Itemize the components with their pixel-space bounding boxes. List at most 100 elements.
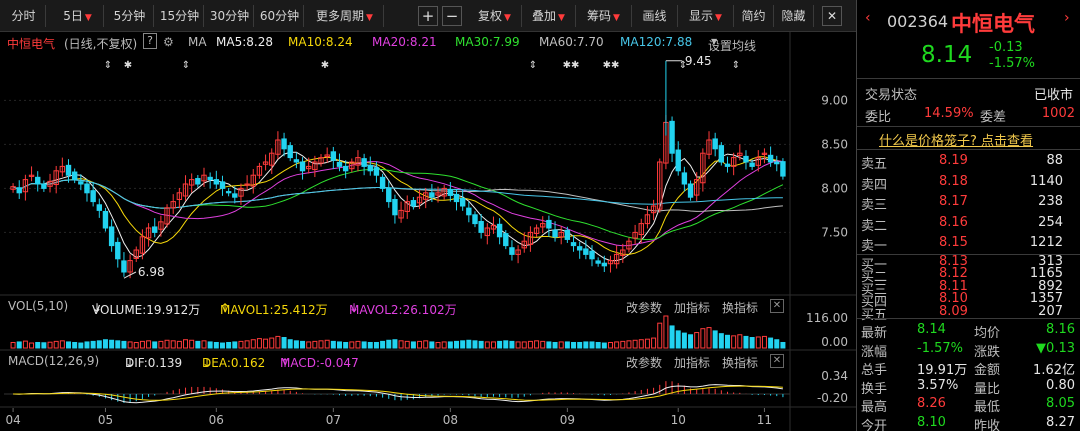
stat-label: 均价 bbox=[974, 326, 1001, 341]
candle-down bbox=[669, 120, 675, 154]
display-button[interactable]: 显示 ▼ bbox=[678, 5, 734, 27]
buy-level-row[interactable]: 买一 8.13 313 bbox=[857, 254, 1080, 273]
period-15min-button[interactable]: 15分钟 bbox=[156, 5, 204, 27]
last-price: 8.14 bbox=[921, 42, 973, 68]
volume-bar bbox=[176, 340, 182, 349]
chips-button[interactable]: 筹码 ▼ bbox=[576, 5, 632, 27]
close-chart-button[interactable]: ✕ bbox=[822, 6, 842, 26]
stat-label: 总手 bbox=[861, 363, 888, 379]
candle-down bbox=[115, 241, 121, 260]
prev-stock-icon[interactable]: ‹ bbox=[865, 10, 871, 26]
candle-down bbox=[687, 183, 694, 198]
hide-button[interactable]: 隐藏 bbox=[774, 5, 814, 27]
volume-bar bbox=[583, 341, 589, 349]
candle-down bbox=[496, 223, 503, 238]
ma60-value: MA60:7.70 bbox=[539, 35, 604, 49]
more-periods-button[interactable]: 更多周期 ▼ bbox=[306, 5, 384, 27]
vol-add-indicator-button[interactable]: 加指标 bbox=[674, 301, 711, 315]
volume-bar bbox=[139, 340, 145, 349]
close-icon[interactable]: ✕ bbox=[770, 299, 784, 313]
period-30min-button[interactable]: 30分钟 bbox=[206, 5, 254, 27]
volume-bar bbox=[540, 340, 546, 349]
buy-level-row[interactable]: 买二 8.12 1165 bbox=[857, 266, 1080, 285]
volume-bar bbox=[454, 340, 460, 349]
level-label: 卖三 bbox=[861, 198, 888, 213]
volume-bar bbox=[749, 337, 755, 349]
stat-value: ▼0.13 bbox=[1036, 340, 1075, 356]
candle-up bbox=[127, 260, 133, 273]
level-price: 8.15 bbox=[939, 235, 968, 250]
candle-down bbox=[96, 204, 103, 211]
sell-level-row[interactable]: 卖四 8.18 1140 bbox=[857, 172, 1080, 193]
period-intraday-button[interactable]: 分时 bbox=[2, 5, 46, 27]
zoom-out-button[interactable]: − bbox=[442, 6, 462, 26]
caret-down-icon: ▼ bbox=[504, 13, 511, 23]
stat-row: 今开 8.10 昨收 8.27 bbox=[857, 413, 1080, 431]
period-60min-button[interactable]: 60分钟 bbox=[256, 5, 304, 27]
buy-level-row[interactable]: 买四 8.10 1357 bbox=[857, 291, 1080, 310]
close-icon[interactable]: ✕ bbox=[770, 354, 784, 368]
candle-down bbox=[108, 226, 115, 247]
volume-bar bbox=[293, 340, 299, 349]
sell-level-row[interactable]: 卖二 8.16 254 bbox=[857, 213, 1080, 234]
gear-icon[interactable]: ⚙ bbox=[163, 35, 174, 49]
help-icon[interactable]: ? bbox=[143, 33, 157, 49]
draw-line-button[interactable]: 画线 bbox=[632, 5, 678, 27]
level-volume: 313 bbox=[1038, 254, 1063, 269]
volume-bar bbox=[638, 339, 644, 349]
kline-chart[interactable]: 9.45 6.98 9.00 8.50 8.00 7.50 116.00 0.00 0.34 -… bbox=[0, 32, 856, 431]
level-price: 8.11 bbox=[939, 278, 968, 294]
volume-bar bbox=[712, 330, 718, 349]
period-5day-button[interactable]: 5日 ▼ bbox=[52, 5, 104, 27]
candle-down bbox=[749, 162, 755, 167]
ma60-line bbox=[12, 179, 783, 212]
next-stock-icon[interactable]: › bbox=[1064, 10, 1070, 26]
ma5-line bbox=[12, 151, 784, 262]
overlay-button[interactable]: 叠加 ▼ bbox=[522, 5, 576, 27]
candle-up bbox=[59, 165, 66, 173]
candle-up bbox=[10, 186, 16, 190]
stat-label: 最低 bbox=[974, 400, 1001, 416]
ma10-line bbox=[12, 156, 784, 255]
price-cage-link[interactable]: 什么是价格笼子? 点击查看 bbox=[879, 134, 1034, 149]
level-price: 8.09 bbox=[939, 303, 968, 319]
caret-down-icon: ▼ bbox=[84, 13, 92, 23]
kline-mode-label: (日线,不复权) bbox=[64, 37, 138, 51]
period-5min-button[interactable]: 5分钟 bbox=[106, 5, 154, 27]
simple-mode-button[interactable]: 简约 bbox=[734, 5, 774, 27]
volume-bar bbox=[694, 332, 700, 349]
volume-bar bbox=[441, 341, 447, 349]
volume-bar bbox=[355, 340, 361, 349]
volume-bar bbox=[632, 339, 638, 349]
volume-bar bbox=[29, 342, 35, 349]
sell-level-row[interactable]: 卖五 8.19 88 bbox=[857, 151, 1080, 172]
macd-add-indicator-button[interactable]: 加指标 bbox=[674, 356, 711, 370]
ma-lines bbox=[12, 151, 784, 262]
candle-down bbox=[207, 176, 213, 181]
low-label: 6.98 bbox=[138, 265, 165, 279]
macd-edit-params-button[interactable]: 改参数 bbox=[626, 356, 663, 370]
vol-switch-indicator-button[interactable]: 换指标 bbox=[722, 301, 759, 315]
macd-switch-indicator-button[interactable]: 换指标 bbox=[722, 356, 759, 370]
x-tick-label: 06 bbox=[209, 413, 224, 427]
candle-down bbox=[546, 219, 552, 229]
volume-bar bbox=[423, 340, 429, 349]
volume-bar bbox=[651, 337, 657, 349]
vol-edit-params-button[interactable]: 改参数 bbox=[626, 301, 663, 315]
adjust-button[interactable]: 复权 ▼ bbox=[468, 5, 522, 27]
volume-bar bbox=[552, 341, 558, 349]
buy-level-row[interactable]: 买三 8.11 892 bbox=[857, 278, 1080, 298]
volume-bar bbox=[256, 338, 262, 349]
sell-level-row[interactable]: 卖三 8.17 238 bbox=[857, 192, 1080, 213]
level-label: 卖四 bbox=[861, 177, 888, 193]
candle-down bbox=[681, 172, 688, 185]
caret-down-icon: ▼ bbox=[366, 13, 373, 23]
volume-bar bbox=[306, 341, 312, 349]
zoom-in-button[interactable]: + bbox=[418, 6, 438, 26]
volume-bar bbox=[183, 339, 189, 349]
sell-level-row[interactable]: 卖一 8.15 1212 bbox=[857, 233, 1080, 254]
volume-bar bbox=[16, 341, 22, 349]
stat-row: 最新 8.14 均价 8.16 bbox=[857, 320, 1080, 341]
x-tick-label: 11 bbox=[757, 413, 772, 427]
volume-bar bbox=[780, 341, 786, 349]
